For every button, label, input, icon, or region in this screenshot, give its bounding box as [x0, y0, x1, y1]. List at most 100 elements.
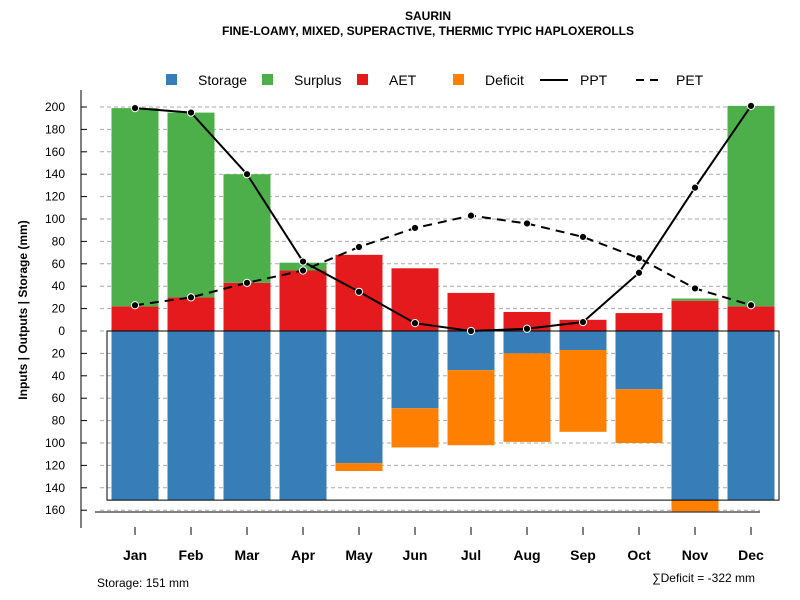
- y-tick-label: 80: [52, 414, 66, 428]
- aet-bar-jan: [111, 306, 159, 331]
- y-tick-label: 120: [45, 458, 65, 472]
- y-tick-label: 100: [45, 212, 65, 226]
- pet-point: [634, 254, 644, 263]
- ppt-point: [634, 268, 644, 277]
- y-tick-label: 160: [45, 145, 65, 159]
- surplus-bar-mar: [223, 174, 271, 283]
- y-tick-label: 160: [45, 503, 65, 517]
- aet-bar-jul: [447, 292, 495, 331]
- aet-bar-aug: [503, 311, 551, 331]
- legend-label-aet: AET: [389, 72, 417, 88]
- pet-point: [186, 293, 196, 302]
- surplus-bar-jan: [111, 108, 159, 307]
- ppt-point: [578, 317, 588, 327]
- legend-label-storage: Storage: [198, 72, 247, 88]
- y-tick-label: 200: [45, 100, 65, 114]
- pet-point: [410, 223, 420, 233]
- aet-bar-dec: [727, 306, 775, 331]
- storage-bar-oct: [615, 331, 663, 390]
- y-tick-label: 140: [45, 167, 65, 181]
- y-tick-label: 140: [45, 481, 65, 495]
- y-tick-label: 80: [52, 234, 66, 248]
- x-tick-label-aug: Aug: [513, 547, 540, 563]
- x-tick-label-dec: Dec: [738, 547, 764, 563]
- surplus-bar-nov: [671, 298, 719, 301]
- x-tick-label-may: May: [345, 547, 372, 563]
- legend-label-ppt: PPT: [580, 72, 608, 88]
- ppt-point: [746, 101, 756, 110]
- deficit-bar-jul: [447, 370, 495, 446]
- pet-point: [746, 301, 756, 310]
- storage-bar-may: [335, 331, 383, 464]
- y-tick-label: 180: [45, 122, 65, 136]
- series-lines: [130, 101, 756, 336]
- storage-bar-jun: [391, 331, 439, 409]
- ppt-point: [466, 326, 476, 336]
- y-tick-label: 60: [52, 257, 66, 271]
- y-axis-label: Inputs | Outputs | Storage (mm): [16, 220, 30, 399]
- axes: 2001801601401201008060402002040608010012…: [45, 90, 764, 563]
- legend-swatch-deficit: [453, 74, 464, 85]
- legend-label-surplus: Surplus: [294, 72, 341, 88]
- legend: Storage Surplus AET Deficit PPT PET: [166, 72, 704, 88]
- y-tick-label: 40: [52, 369, 66, 383]
- deficit-bar-nov: [671, 500, 719, 512]
- surplus-bar-dec: [727, 105, 775, 307]
- x-tick-label-sep: Sep: [570, 547, 596, 563]
- x-tick-label-feb: Feb: [179, 547, 204, 563]
- x-tick-label-nov: Nov: [682, 547, 709, 563]
- x-tick-label-mar: Mar: [235, 547, 260, 563]
- pet-point: [354, 242, 364, 252]
- ppt-point: [690, 183, 700, 192]
- y-tick-label: 20: [52, 302, 66, 316]
- storage-bar-jul: [447, 331, 495, 371]
- storage-bar-jan: [111, 331, 159, 501]
- pet-point: [242, 278, 252, 287]
- aet-bar-apr: [279, 270, 327, 331]
- aet-bar-feb: [167, 297, 215, 331]
- y-tick-label: 40: [52, 279, 66, 293]
- pet-point: [130, 301, 140, 310]
- pet-point: [298, 266, 308, 275]
- y-tick-label: 0: [58, 324, 65, 338]
- deficit-bar-jun: [391, 408, 439, 448]
- storage-note: Storage: 151 mm: [97, 576, 189, 590]
- storage-bar-dec: [727, 331, 775, 501]
- aet-bar-oct: [615, 313, 663, 331]
- ppt-point: [522, 324, 532, 333]
- chart-subtitle: FINE-LOAMY, MIXED, SUPERACTIVE, THERMIC …: [222, 24, 634, 38]
- pet-point: [690, 284, 700, 293]
- storage-bar-feb: [167, 331, 215, 501]
- chart-title: SAURIN: [405, 9, 451, 23]
- ppt-point: [410, 319, 420, 328]
- y-tick-label: 60: [52, 391, 66, 405]
- legend-label-deficit: Deficit: [485, 72, 524, 88]
- x-tick-label-jun: Jun: [403, 547, 428, 563]
- ppt-point: [298, 257, 308, 266]
- ppt-point: [354, 287, 364, 296]
- pet-point: [466, 211, 476, 220]
- legend-label-pet: PET: [676, 72, 704, 88]
- x-tick-label-apr: Apr: [291, 547, 316, 563]
- pet-point: [578, 232, 588, 242]
- storage-bar-sep: [559, 331, 607, 351]
- x-tick-label-jan: Jan: [123, 547, 147, 563]
- deficit-note: ∑Deficit = -322 mm: [652, 571, 755, 585]
- surplus-bar-feb: [167, 112, 215, 298]
- legend-swatch-storage: [166, 74, 177, 85]
- pet-line: [134, 214, 752, 307]
- y-tick-label: 100: [45, 436, 65, 450]
- aet-bar-nov: [671, 300, 719, 331]
- pet-point: [522, 219, 532, 228]
- deficit-bar-may: [335, 463, 383, 471]
- storage-capacity-box: [106, 330, 780, 501]
- ppt-point: [186, 108, 196, 117]
- storage-bar-mar: [223, 331, 271, 501]
- x-tick-label-jul: Jul: [461, 547, 481, 563]
- ppt-point: [130, 104, 140, 113]
- storage-bar-aug: [503, 331, 551, 354]
- deficit-bar-sep: [559, 350, 607, 432]
- storage-bar-nov: [671, 331, 719, 501]
- storage-bar-apr: [279, 331, 327, 501]
